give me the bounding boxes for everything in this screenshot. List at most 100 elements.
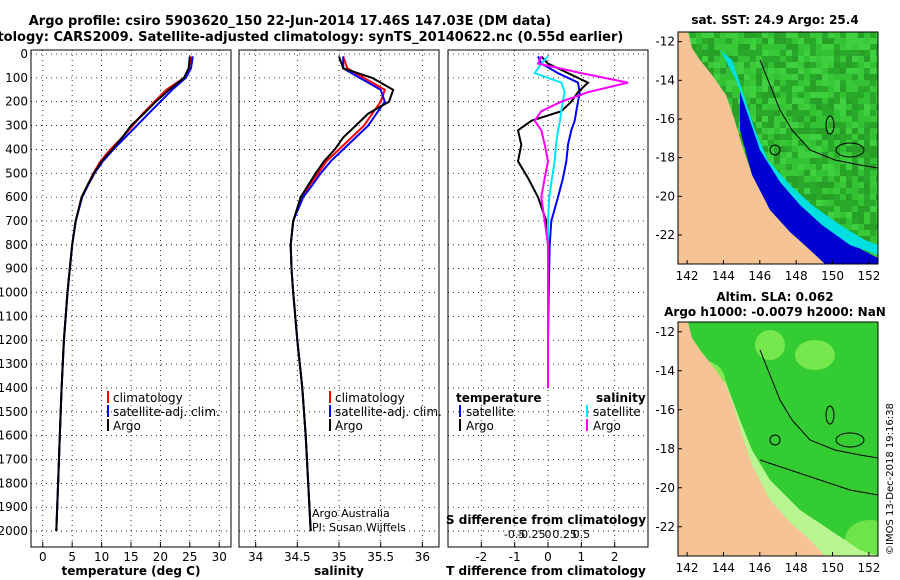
sst-pixel <box>840 134 846 140</box>
sst-pixel <box>762 38 768 44</box>
sst-pixel <box>774 68 780 74</box>
sst-pixel <box>870 140 876 146</box>
sst-pixel <box>852 38 858 44</box>
sst-pixel <box>822 44 828 50</box>
sst-pixel <box>864 206 870 212</box>
sst-pixel <box>852 206 858 212</box>
sst-pixel <box>768 38 774 44</box>
sst-pixel <box>786 56 792 62</box>
sst-pixel <box>816 56 822 62</box>
sst-pixel <box>810 74 816 80</box>
sst-pixel <box>858 134 864 140</box>
sst-pixel <box>810 80 816 86</box>
sst-pixel <box>846 128 852 134</box>
sst-pixel <box>858 224 864 230</box>
salinity-lines <box>289 56 395 532</box>
sst-pixel <box>876 200 878 206</box>
sst-pixel <box>834 32 840 38</box>
sst-pixel <box>852 158 858 164</box>
sst-pixel <box>864 236 870 242</box>
sst-pixel <box>816 110 822 116</box>
sst-pixel <box>816 140 822 146</box>
depth-tick-label: 1500 <box>0 405 28 419</box>
sst-pixel <box>822 32 828 38</box>
sst-pixel <box>876 152 878 158</box>
sst-pixel <box>864 98 870 104</box>
sst-pixel <box>756 32 762 38</box>
sst-pixel <box>846 158 852 164</box>
sst-pixel <box>870 128 876 134</box>
x-tick-label: 35 <box>331 550 346 564</box>
sst-pixel <box>798 152 804 158</box>
salinity-x-ticks: 34 34.5 35 35.5 36 <box>248 542 430 564</box>
sst-pixel <box>726 50 732 56</box>
sst-pixel <box>816 98 822 104</box>
sst-pixel <box>852 116 858 122</box>
depth-tick-label: 800 <box>5 238 28 252</box>
sst-pixel <box>732 56 738 62</box>
depth-tick-label: 1300 <box>0 357 28 371</box>
sst-pixel <box>864 80 870 86</box>
sst-pixel <box>852 128 858 134</box>
sst-pixel <box>810 140 816 146</box>
legend-label-climatology: climatology <box>335 391 405 405</box>
sst-pixel <box>786 50 792 56</box>
difference-legend: temperature salinity satellite Argo sate… <box>456 391 646 433</box>
sst-pixel <box>834 56 840 62</box>
sst-pixel <box>840 164 846 170</box>
sst-pixel <box>876 80 878 86</box>
s-diff-tick-label: -0.25 <box>517 528 545 541</box>
sst-pixel <box>840 194 846 200</box>
sst-pixel <box>852 68 858 74</box>
depth-tick-label: 1800 <box>0 476 28 490</box>
sst-pixel <box>726 44 732 50</box>
sst-pixel <box>870 194 876 200</box>
sst-pixel <box>696 50 702 56</box>
sst-pixel <box>756 68 762 74</box>
sst-pixel <box>876 44 878 50</box>
x-tick-label: 34 <box>248 550 263 564</box>
sst-pixel <box>840 170 846 176</box>
sst-pixel <box>726 32 732 38</box>
sst-pixel <box>732 86 738 92</box>
x-tick-label: 0 <box>544 550 552 564</box>
sst-pixel <box>864 104 870 110</box>
sst-pixel <box>810 200 816 206</box>
sst-pixel <box>744 62 750 68</box>
sst-pixel <box>702 32 708 38</box>
sst-pixel <box>810 170 816 176</box>
sst-pixel <box>846 80 852 86</box>
sst-pixel <box>804 98 810 104</box>
sst-pixel <box>792 116 798 122</box>
sst-pixel <box>714 56 720 62</box>
sst-pixel <box>822 122 828 128</box>
sst-pixel <box>762 74 768 80</box>
depth-tick-label: 1100 <box>0 309 28 323</box>
sst-pixel <box>816 62 822 68</box>
series-line-satellite <box>537 55 581 388</box>
sst-pixel <box>738 74 744 80</box>
sst-pixel <box>720 68 726 74</box>
sst-pixel <box>780 134 786 140</box>
depth-tick-label: 100 <box>5 71 28 85</box>
map-x-tick-label: 144 <box>712 269 735 283</box>
sst-pixel <box>804 182 810 188</box>
sst-pixel <box>876 158 878 164</box>
sst-pixel <box>726 86 732 92</box>
sst-pixel <box>720 56 726 62</box>
sst-pixel <box>774 98 780 104</box>
sst-pixel <box>870 134 876 140</box>
sst-pixel <box>816 188 822 194</box>
sst-pixel <box>876 188 878 194</box>
sla-shelf-contour <box>759 349 878 459</box>
sst-pixel <box>768 116 774 122</box>
sst-pixel <box>756 122 762 128</box>
sst-pixel <box>864 182 870 188</box>
sst-pixel <box>864 200 870 206</box>
sst-pixel <box>804 38 810 44</box>
sst-pixel <box>852 194 858 200</box>
series-line-argo <box>289 56 395 532</box>
sst-pixel <box>810 50 816 56</box>
map-x-tick-label: 148 <box>785 269 808 283</box>
sst-pixel <box>864 212 870 218</box>
